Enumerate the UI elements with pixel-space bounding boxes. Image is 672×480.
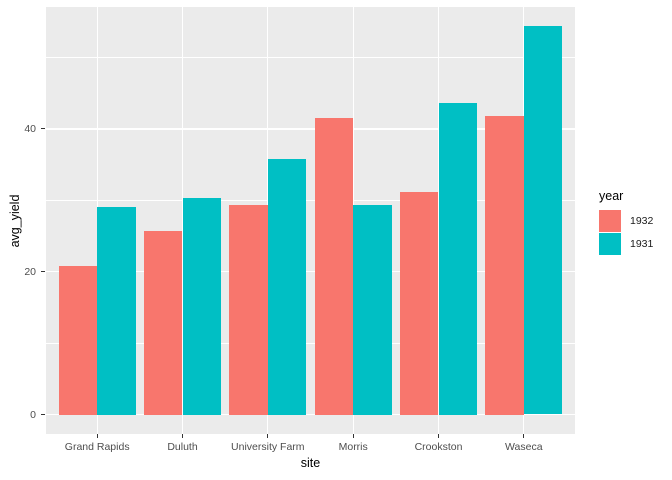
y-tick-mark-40 — [41, 128, 45, 130]
x-tick-label-5: Crookston — [414, 441, 463, 453]
gridline-major-y-40 — [46, 128, 575, 130]
y-tick-label-0: 0 — [30, 408, 36, 421]
bar-waseca-1932 — [485, 115, 524, 415]
x-tick-mark-6 — [523, 434, 525, 438]
x-tick-label-3: University Farm — [231, 441, 305, 453]
y-tick-label-20: 20 — [24, 265, 36, 278]
bar-duluth-1931 — [182, 198, 221, 415]
gridline-major-x-3 — [267, 7, 269, 434]
gridline-minor-y-30 — [46, 200, 575, 201]
gridline-minor-y-50 — [46, 57, 575, 58]
legend-label-1931: 1931 — [630, 238, 654, 250]
legend-title: year — [599, 189, 624, 203]
legend-label-1932: 1932 — [630, 215, 654, 227]
gridline-major-x-2 — [181, 7, 184, 434]
x-tick-label-4: Morris — [338, 441, 368, 453]
gridline-major-x-6 — [523, 7, 525, 434]
y-tick-label-40: 40 — [24, 122, 36, 135]
bar-waseca-1931 — [523, 26, 563, 415]
x-tick-label-2: Duluth — [167, 441, 198, 453]
bar-morris-1931 — [353, 205, 392, 415]
x-tick-mark-2 — [182, 434, 183, 438]
x-tick-mark-5 — [438, 434, 439, 438]
legend-items: 1932 1931 — [599, 210, 653, 255]
bar-grand-rapids-1932 — [58, 266, 98, 415]
gridline-minor-y-10 — [46, 342, 575, 344]
legend-swatch-1931 — [599, 233, 621, 255]
x-tick-mark-1 — [96, 434, 98, 438]
bar-grand-rapids-1931 — [97, 207, 136, 415]
x-tick-label-6: Waseca — [505, 441, 543, 453]
legend-swatch-1932 — [599, 210, 621, 232]
gridline-major-y-0 — [46, 413, 575, 416]
gridline-major-y-20 — [46, 271, 575, 273]
legend-item-1931: 1931 — [599, 233, 653, 255]
y-axis-title: avg_yield — [8, 194, 22, 248]
bar-duluth-1932 — [144, 231, 183, 415]
bar-university-farm-1932 — [229, 205, 268, 415]
x-tick-label-1: Grand Rapids — [64, 441, 130, 453]
x-tick-mark-3 — [267, 434, 269, 438]
y-tick-mark-0 — [41, 414, 45, 416]
legend-item-1932: 1932 — [599, 210, 653, 232]
bar-university-farm-1931 — [267, 158, 307, 415]
bar-morris-1932 — [314, 118, 354, 415]
bar-crookston-1931 — [438, 102, 477, 415]
x-tick-mark-4 — [352, 434, 354, 438]
plot-panel — [46, 7, 575, 434]
x-axis-title: site — [300, 456, 321, 470]
legend: year 1932 1931 — [599, 189, 653, 256]
bar-crookston-1932 — [400, 191, 439, 415]
y-tick-mark-20 — [41, 271, 45, 273]
gridline-major-x-5 — [437, 7, 440, 434]
